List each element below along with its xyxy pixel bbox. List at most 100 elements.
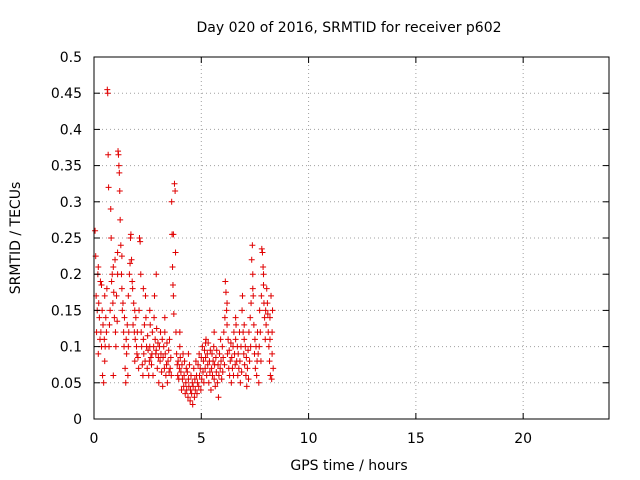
data-point <box>146 358 153 365</box>
data-point <box>147 321 154 328</box>
data-point <box>256 307 263 314</box>
data-point <box>118 253 125 260</box>
data-point <box>268 292 275 299</box>
data-point <box>218 376 225 383</box>
data-point <box>97 329 104 336</box>
data-point <box>211 376 218 383</box>
data-point <box>182 379 189 386</box>
data-point <box>165 358 172 365</box>
data-point <box>249 242 256 249</box>
data-point <box>125 292 132 299</box>
data-point <box>118 285 125 292</box>
data-point <box>152 336 159 343</box>
data-point <box>263 285 270 292</box>
data-point <box>170 292 177 299</box>
y-tick-label: 0.5 <box>60 50 82 66</box>
data-point <box>210 343 217 350</box>
data-point <box>95 300 102 307</box>
data-point <box>211 329 218 336</box>
x-axis-label: GPS time / hours <box>290 458 407 474</box>
data-point <box>100 379 107 386</box>
data-point <box>116 187 123 194</box>
data-point <box>230 329 237 336</box>
y-tick-label: 0.3 <box>60 195 82 211</box>
data-point <box>110 372 117 379</box>
data-point <box>153 347 160 354</box>
data-point <box>139 372 146 379</box>
y-tick-label: 0.45 <box>51 86 82 102</box>
data-point <box>188 390 195 397</box>
data-point <box>99 372 106 379</box>
data-point <box>267 372 274 379</box>
data-point <box>121 314 128 321</box>
data-point <box>166 336 173 343</box>
data-point <box>218 358 225 365</box>
data-point <box>97 278 104 285</box>
data-point <box>257 329 264 336</box>
data-point <box>200 358 207 365</box>
data-point <box>104 90 111 97</box>
data-point <box>194 390 200 397</box>
data-point <box>112 329 119 336</box>
data-point <box>159 336 166 343</box>
data-point <box>260 271 267 278</box>
data-point <box>232 361 239 368</box>
data-point <box>245 376 252 383</box>
data-point <box>246 358 253 365</box>
data-point <box>130 321 137 328</box>
data-point <box>172 187 179 194</box>
data-point <box>165 347 172 354</box>
data-point <box>140 336 147 343</box>
data-point <box>118 271 125 278</box>
y-tick-label: 0.35 <box>51 159 82 175</box>
data-point <box>185 376 192 383</box>
data-point <box>153 325 160 332</box>
data-point <box>258 292 265 299</box>
data-point <box>145 347 152 354</box>
data-point <box>266 336 273 343</box>
data-point <box>241 361 248 368</box>
data-point <box>126 271 133 278</box>
data-point <box>269 307 276 314</box>
data-point <box>190 383 197 390</box>
data-point <box>139 361 146 368</box>
data-point <box>105 184 112 191</box>
data-point <box>101 336 108 343</box>
data-point <box>176 329 183 336</box>
data-point <box>136 235 143 241</box>
data-point <box>101 358 108 365</box>
data-point <box>192 387 199 394</box>
data-point <box>137 271 144 278</box>
data-point <box>106 321 113 328</box>
y-tick-label: 0.2 <box>60 267 82 283</box>
y-tick-label: 0.05 <box>51 376 82 392</box>
data-point <box>107 206 114 213</box>
data-point <box>135 365 142 372</box>
data-point <box>115 162 122 169</box>
data-point <box>163 339 170 346</box>
data-point <box>224 350 231 357</box>
data-point <box>170 311 177 318</box>
data-point <box>251 336 258 343</box>
x-tick-label: 15 <box>407 431 425 447</box>
data-point <box>132 336 139 343</box>
data-point <box>255 350 262 357</box>
data-point <box>229 365 236 372</box>
data-point <box>95 350 102 357</box>
data-point <box>158 368 165 375</box>
data-point <box>154 365 161 372</box>
data-point <box>239 307 246 314</box>
data-point <box>187 397 194 404</box>
data-point <box>259 249 266 256</box>
data-point <box>170 231 177 238</box>
data-point <box>195 383 202 390</box>
data-point <box>245 329 252 336</box>
data-point <box>234 372 241 379</box>
data-point <box>212 383 219 390</box>
chart-title: Day 020 of 2016, SRMTID for receiver p60… <box>196 20 501 36</box>
data-point <box>122 379 129 386</box>
data-point <box>195 361 202 368</box>
data-point <box>147 354 154 361</box>
data-point <box>256 343 263 350</box>
data-point <box>119 307 126 314</box>
